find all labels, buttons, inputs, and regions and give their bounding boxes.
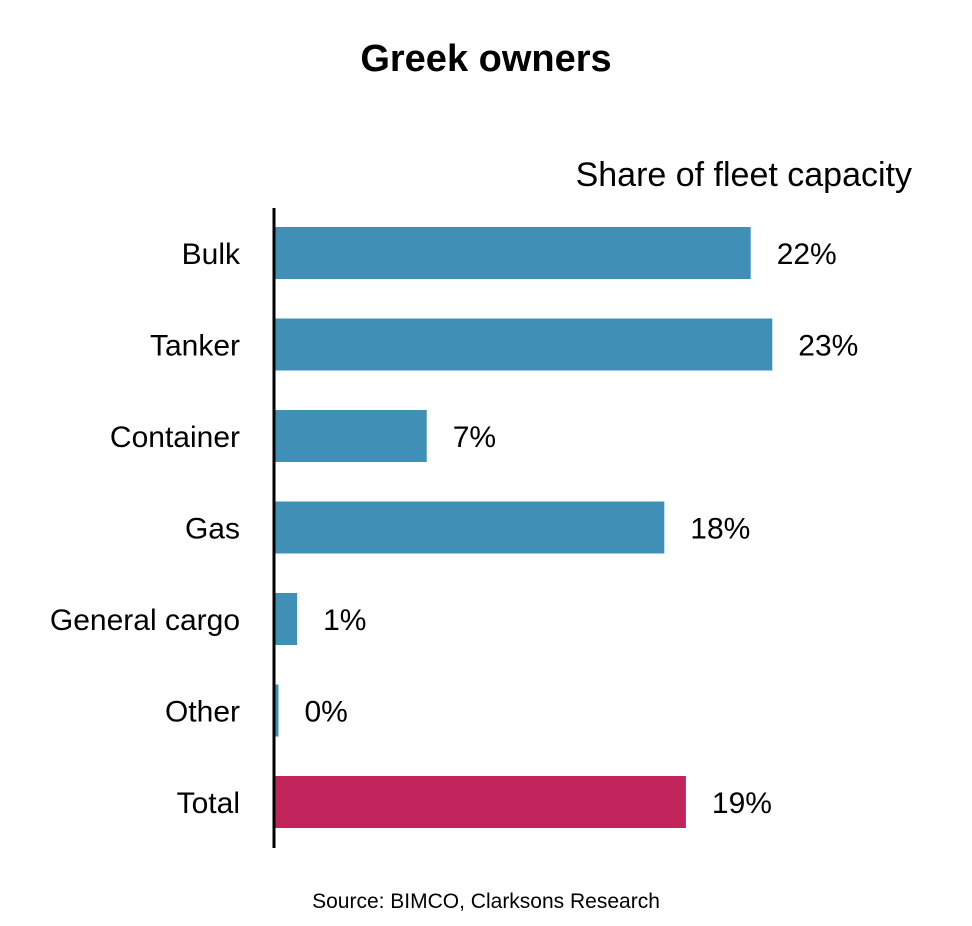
value-label-bulk: 22% (777, 238, 837, 271)
bar-bulk (275, 227, 751, 279)
chart-title: Greek owners (360, 38, 612, 80)
category-label-container: Container (110, 421, 240, 454)
value-label-container: 7% (453, 421, 496, 454)
bar-general-cargo (275, 593, 298, 645)
value-label-other: 0% (305, 696, 348, 729)
bar-tanker (275, 318, 773, 371)
value-label-tanker: 23% (798, 330, 858, 363)
bar-container (275, 410, 427, 462)
bar-other (275, 684, 279, 737)
value-label-total: 19% (712, 787, 772, 820)
value-label-gas: 18% (690, 513, 750, 546)
category-label-gas: Gas (185, 513, 240, 546)
chart-source: Source: BIMCO, Clarksons Research (312, 890, 660, 913)
category-label-total: Total (177, 787, 240, 820)
category-label-other: Other (165, 696, 240, 729)
category-label-bulk: Bulk (182, 238, 241, 271)
bar-gas (275, 501, 665, 554)
bar-total (275, 776, 686, 828)
category-label-general-cargo: General cargo (50, 604, 240, 637)
value-label-general-cargo: 1% (323, 604, 366, 637)
category-label-tanker: Tanker (150, 330, 240, 363)
chart-subtitle: Share of fleet capacity (575, 156, 912, 194)
